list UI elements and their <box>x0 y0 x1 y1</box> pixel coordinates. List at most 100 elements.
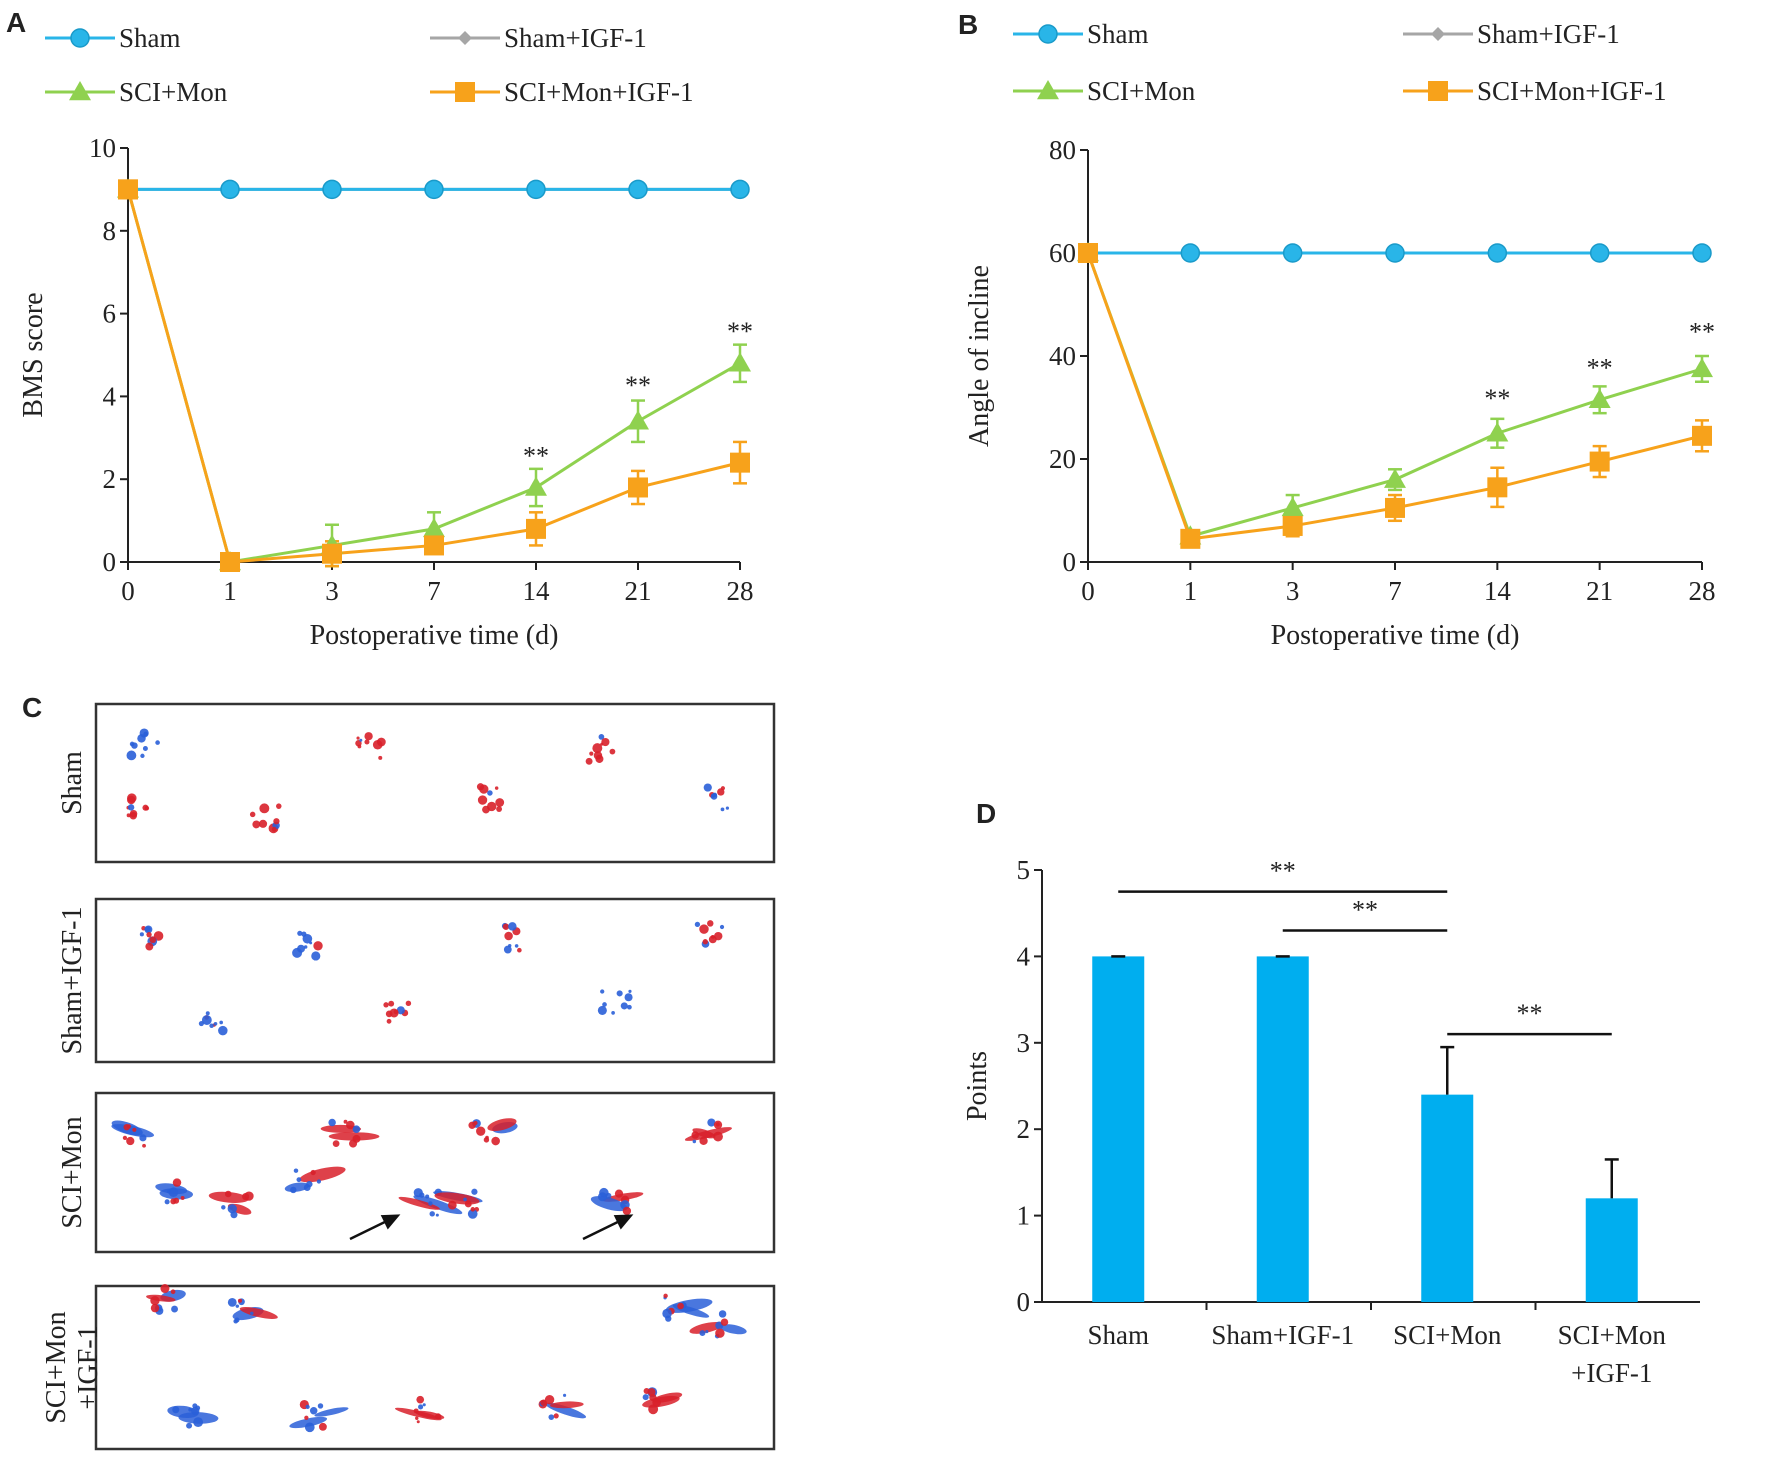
point-sci_mon <box>1588 388 1611 409</box>
point-sci_mon_igf1 <box>1589 451 1610 472</box>
footprint-smear <box>299 1166 346 1183</box>
footprint-dot <box>139 1134 147 1142</box>
y-tick-label: 80 <box>1049 135 1076 165</box>
footprint-row: Sham+IGF-1 <box>57 897 776 1064</box>
footprint-dot <box>602 1002 607 1007</box>
footprint-dot <box>597 1192 608 1202</box>
footprint-smear <box>398 1196 440 1210</box>
y-tick-label: 20 <box>1049 444 1076 474</box>
footprint-row: SCI+Mon <box>57 1091 776 1254</box>
x-tick-label-line: +IGF-1 <box>1571 1358 1652 1388</box>
footprint-smear <box>208 1191 249 1203</box>
footprint-dot <box>127 793 137 803</box>
footprint-dot <box>164 1199 170 1205</box>
footprint-dot <box>643 1388 650 1394</box>
footprint-dot <box>463 1197 467 1202</box>
point-sham <box>1282 243 1303 263</box>
footprint-dot <box>508 922 517 931</box>
footprint-dot <box>699 1136 708 1146</box>
significance-label: ** <box>1689 317 1715 346</box>
point-sci_mon <box>1486 422 1509 442</box>
y-tick-label: 60 <box>1049 238 1076 268</box>
footprint-dot <box>622 1206 632 1216</box>
y-tick-label: 5 <box>1017 855 1031 885</box>
x-tick-label-line: SCI+Mon <box>1558 1320 1667 1350</box>
footprint-dot <box>234 1317 240 1323</box>
point-sci_mon_igf1 <box>1692 425 1712 446</box>
footprint-dot <box>160 1284 170 1294</box>
legend-label-sham_igf1: Sham+IGF-1 <box>504 23 647 53</box>
footprint-mark <box>320 1118 380 1148</box>
footprint-mark <box>597 989 633 1015</box>
footprint-dot <box>447 1200 457 1210</box>
footprint-dot <box>172 1178 182 1187</box>
point-sci_mon <box>627 410 649 430</box>
footprint-dot <box>616 990 623 997</box>
significance-label: ** <box>1587 353 1613 382</box>
significance-label: ** <box>523 441 549 470</box>
x-tick-label: 14 <box>1484 576 1512 606</box>
footprint-dot <box>471 1188 478 1195</box>
footprint-dot <box>146 931 152 938</box>
footprint-dot <box>502 923 510 930</box>
footprint-dot <box>416 1395 425 1404</box>
footprint-dot <box>126 750 137 761</box>
x-tick-label-line: SCI+Mon <box>1393 1320 1502 1350</box>
footprint-smear <box>395 1407 442 1421</box>
footprint-mark <box>292 930 323 961</box>
footprint-dot <box>155 740 160 745</box>
footprint-dot <box>171 1305 179 1313</box>
footprint-dot <box>553 1413 559 1419</box>
footprint-mark <box>208 1190 254 1219</box>
footprint-dot <box>252 820 261 829</box>
footprint-dot <box>250 1311 254 1316</box>
footprint-dot <box>585 757 593 765</box>
footprint-smear <box>413 1195 463 1215</box>
footprint-dot <box>172 1406 180 1414</box>
footprint-mark <box>198 1011 228 1036</box>
footprint-dot <box>486 801 497 812</box>
footprint-dot <box>611 1011 615 1015</box>
footprint-dot <box>142 745 148 751</box>
footprint-dot <box>720 1318 729 1326</box>
y-tick-label: 10 <box>89 133 116 163</box>
y-tick-label: 4 <box>103 381 117 411</box>
footprint-dot <box>544 1395 555 1405</box>
footprint-dot <box>386 1018 392 1024</box>
footprint-dot <box>435 1213 439 1217</box>
footprint-dot <box>127 804 135 811</box>
footprint-dot <box>514 944 519 948</box>
y-tick-label: 40 <box>1049 341 1076 371</box>
footprint-dot <box>168 1187 179 1198</box>
footprint-smear <box>239 1307 278 1319</box>
panel-letter-b: B <box>958 9 978 40</box>
point-sham <box>1180 243 1201 263</box>
footprint-mark <box>585 734 616 765</box>
footprint-mark <box>139 925 164 951</box>
x-tick-label: 14 <box>523 576 551 606</box>
point-sham <box>526 179 546 200</box>
point-sham <box>628 179 648 200</box>
footprint-dot <box>620 1002 628 1010</box>
point-sham <box>1692 243 1712 263</box>
panel-letter-a: A <box>6 7 26 38</box>
footprint-dot <box>242 1192 250 1201</box>
point-sham <box>1589 243 1610 263</box>
footprint-dot <box>473 1120 478 1126</box>
footprint-dot <box>652 1398 661 1407</box>
footprint-dot <box>692 1139 697 1144</box>
footprint-dot <box>313 941 323 951</box>
footprint-dot <box>648 1404 659 1415</box>
footprint-dot <box>293 1168 299 1173</box>
footprint-dot <box>357 744 362 749</box>
footprint-dot <box>328 1118 336 1127</box>
panel-letter-c: C <box>22 692 42 723</box>
footprint-dot <box>477 795 488 805</box>
legend-marker-sci_mon_igf1 <box>455 82 475 102</box>
point-sci_mon_igf1 <box>730 452 750 473</box>
footprint-dot <box>694 921 701 928</box>
x-axis-label: Postoperative time (d) <box>310 620 559 651</box>
legend-label-sci_mon_igf1: SCI+Mon+IGF-1 <box>504 77 693 107</box>
legend-marker-sci_mon_igf1 <box>1428 81 1448 101</box>
